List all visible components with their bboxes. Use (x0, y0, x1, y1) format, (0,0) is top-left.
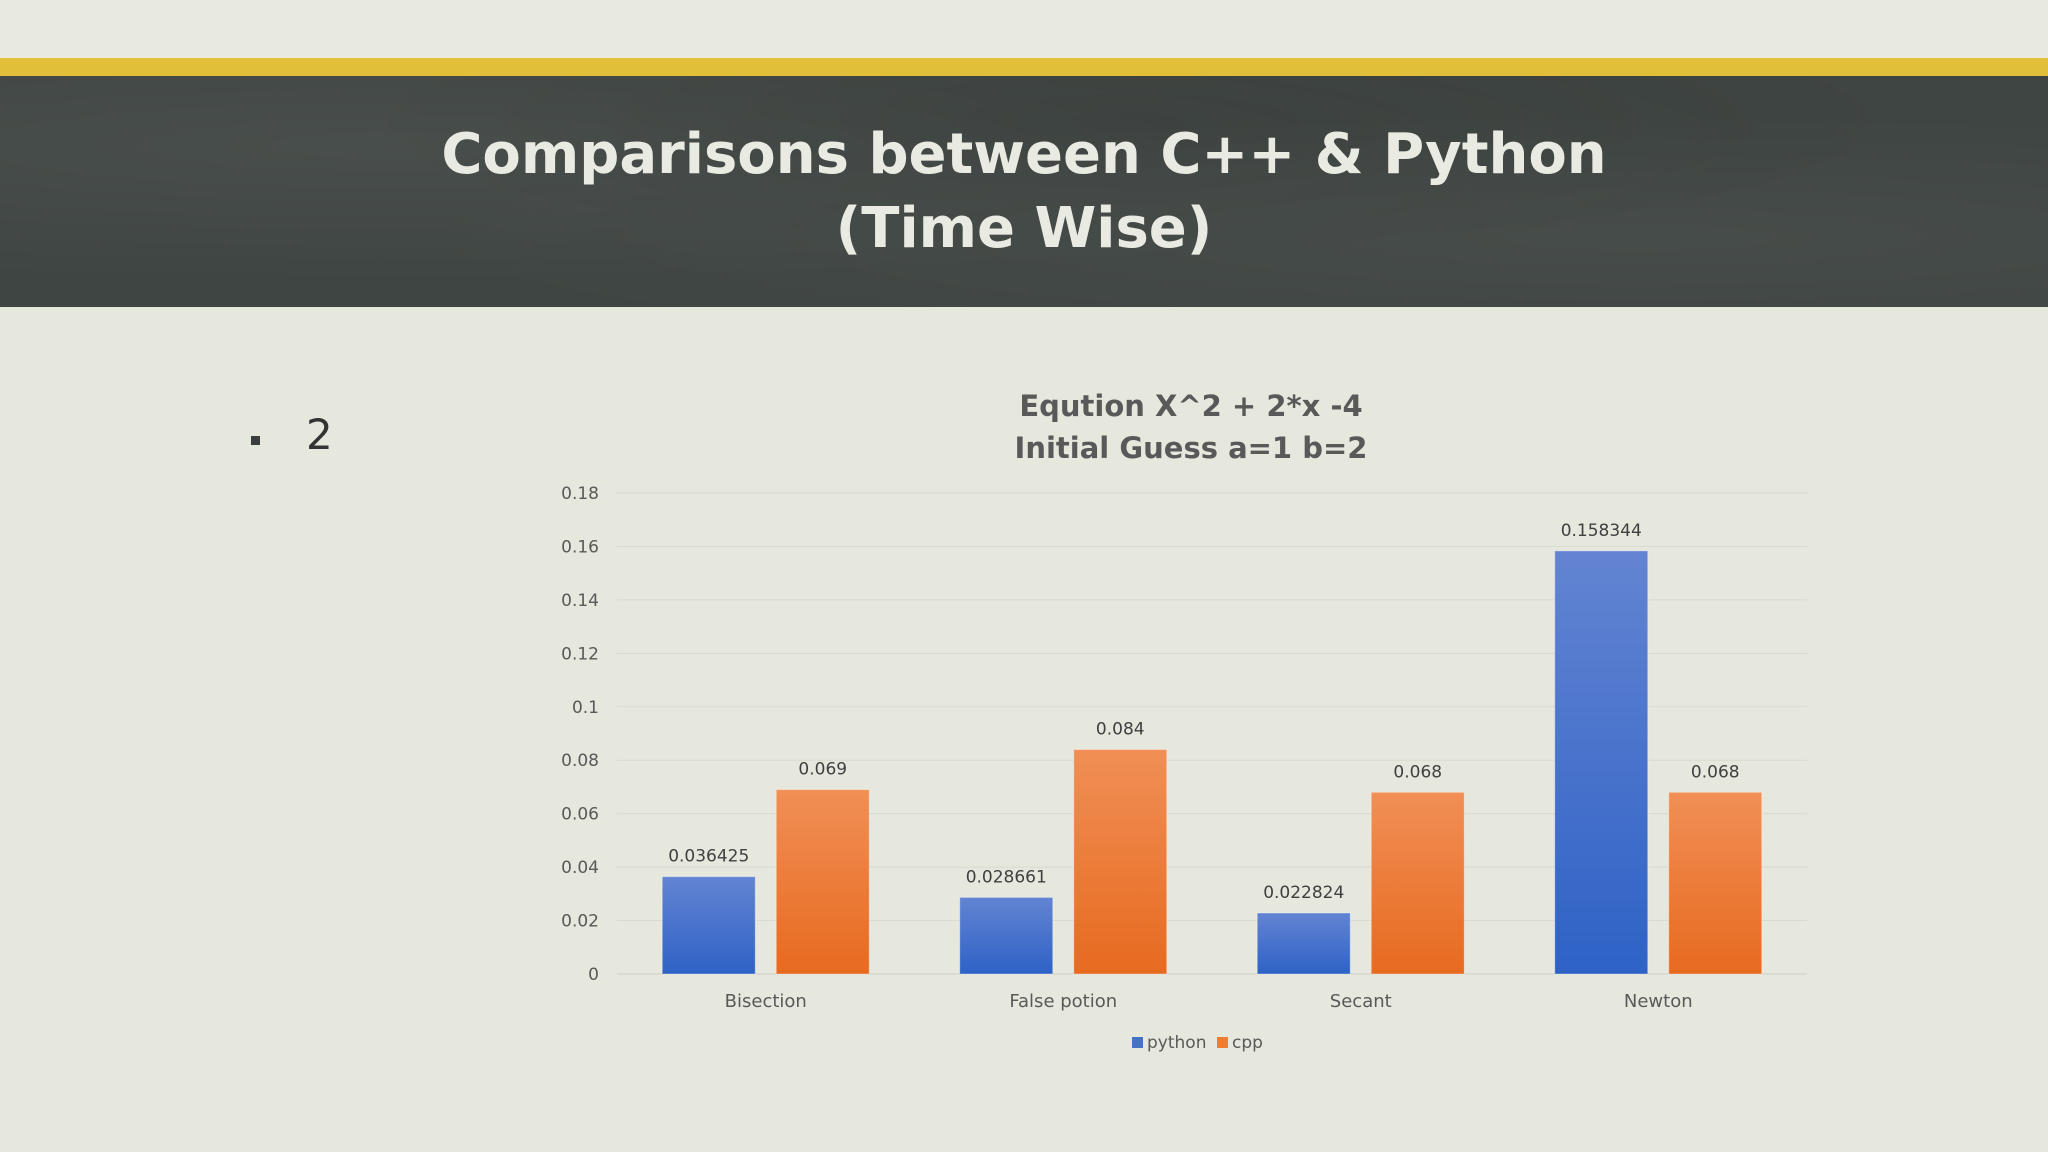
y-tick-label: 0.14 (561, 591, 599, 611)
bar-cpp (775, 789, 870, 975)
bar-python (1256, 912, 1351, 975)
bars (661, 550, 1763, 975)
y-axis: 0 0.02 0.04 0.06 0.08 0.1 0.12 0.14 0.16 0.18 (561, 484, 599, 985)
data-label: 0.069 (798, 760, 847, 780)
bar-python (661, 876, 756, 975)
x-tick-label: Secant (1330, 991, 1392, 1012)
slide-title-line-2: (Time Wise) (835, 196, 1213, 261)
data-label: 0.036425 (668, 847, 749, 867)
y-tick-label: 0.1 (572, 698, 599, 718)
legend-swatch-python (1132, 1037, 1143, 1048)
bullet-text: 2 (306, 410, 333, 459)
bullet-marker (251, 436, 260, 445)
x-tick-label: Newton (1624, 991, 1693, 1012)
chart-title-line-1: Eqution X^2 + 2*x -4 (1019, 389, 1362, 423)
data-label: 0.068 (1691, 762, 1740, 782)
data-label: 0.028661 (966, 867, 1047, 887)
data-labels: 0.036425 0.069 0.028661 0.084 0.022824 0.068 0… (668, 521, 1739, 903)
legend-swatch-cpp (1217, 1037, 1228, 1048)
y-tick-label: 0.08 (561, 751, 599, 771)
y-tick-label: 0.16 (561, 537, 599, 557)
legend-label-cpp: cpp (1232, 1033, 1263, 1053)
x-axis: Bisection False potion Secant Newton (725, 991, 1693, 1012)
data-label: 0.084 (1096, 720, 1145, 740)
x-tick-label: Bisection (725, 991, 807, 1012)
data-label: 0.158344 (1561, 521, 1642, 541)
data-label: 0.022824 (1263, 883, 1344, 903)
data-label: 0.068 (1393, 762, 1442, 782)
bar-cpp (1073, 749, 1168, 975)
legend-label-python: python (1147, 1033, 1206, 1053)
y-tick-label: 0.06 (561, 805, 599, 825)
y-tick-label: 0.02 (561, 912, 599, 932)
top-strip (0, 0, 2048, 58)
slide-title: Comparisons between C++ & Python (Time W… (0, 118, 2048, 266)
x-tick-label: False potion (1009, 991, 1117, 1012)
title-band (0, 76, 2048, 307)
y-tick-label: 0 (588, 965, 599, 985)
y-tick-label: 0.12 (561, 644, 599, 664)
chart-title-line-2: Initial Guess a=1 b=2 (1015, 431, 1368, 465)
y-tick-label: 0.04 (561, 858, 599, 878)
bar-python (1554, 550, 1649, 975)
bar-cpp (1370, 791, 1465, 975)
legend: python cpp (1132, 1033, 1263, 1053)
accent-bar (0, 58, 2048, 76)
slide-title-line-1: Comparisons between C++ & Python (441, 122, 1607, 187)
y-tick-label: 0.18 (561, 484, 599, 504)
bar-cpp (1668, 791, 1763, 975)
bar-python (959, 896, 1054, 975)
